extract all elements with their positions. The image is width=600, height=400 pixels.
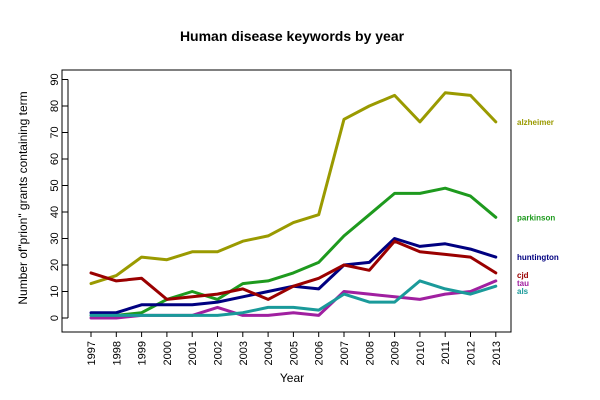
y-tick-label: 20: [49, 259, 61, 271]
x-tick-label: 2005: [288, 341, 300, 365]
series-label-als: als: [517, 287, 529, 296]
y-tick-label: 0: [49, 315, 61, 321]
x-tick-label: 1999: [137, 341, 149, 365]
y-axis: 0 10 20 30 40 50 60 70 80 90: [49, 73, 69, 321]
x-tick-label: 2004: [263, 341, 275, 365]
y-tick-label: 70: [49, 126, 61, 138]
x-tick-label: 2007: [339, 341, 351, 365]
x-axis: 1997 1998 1999 2000 2001 2002 2003 2004 2005 2006…: [86, 331, 503, 365]
y-tick-label: 80: [49, 100, 61, 112]
series-label-alzheimer: alzheimer: [517, 118, 554, 127]
y-tick-label: 30: [49, 232, 61, 244]
series-label-cjd: cjd: [517, 271, 529, 280]
x-tick-label: 2009: [390, 341, 402, 365]
x-axis-label: Year: [280, 371, 304, 385]
plot-frame: [61, 69, 512, 333]
series-label-parkinson: parkinson: [517, 213, 555, 222]
y-tick-label: 10: [49, 285, 61, 297]
chart-title: Human disease keywords by year: [180, 28, 405, 44]
y-tick-label: 50: [49, 179, 61, 191]
x-tick-label: 2006: [314, 341, 326, 365]
series-group: [89, 91, 498, 320]
series-line-alzheimer: [89, 91, 498, 286]
x-tick-label: 2002: [213, 341, 225, 365]
series-line-als: [89, 279, 498, 317]
y-tick-label: 60: [49, 153, 61, 165]
x-tick-label: 2010: [415, 341, 427, 365]
x-tick-label: 2012: [466, 341, 478, 365]
y-tick-label: 40: [49, 206, 61, 218]
x-tick-label: 2013: [491, 341, 503, 365]
x-tick-label: 2008: [364, 341, 376, 365]
x-tick-label: 2000: [162, 341, 174, 365]
x-tick-label: 1998: [111, 341, 123, 365]
series-label-tau: tau: [517, 279, 529, 288]
series-line-huntington: [89, 237, 498, 315]
x-tick-label: 2011: [440, 341, 452, 365]
y-axis-label: Number of"prion" grants containing term: [16, 91, 30, 304]
series-line-cjd: [89, 239, 498, 301]
x-tick-label: 2001: [187, 341, 199, 365]
series-label-huntington: huntington: [517, 253, 559, 262]
x-tick-label: 2003: [238, 341, 250, 365]
x-tick-label: 1997: [86, 341, 98, 365]
y-tick-label: 90: [49, 73, 61, 85]
